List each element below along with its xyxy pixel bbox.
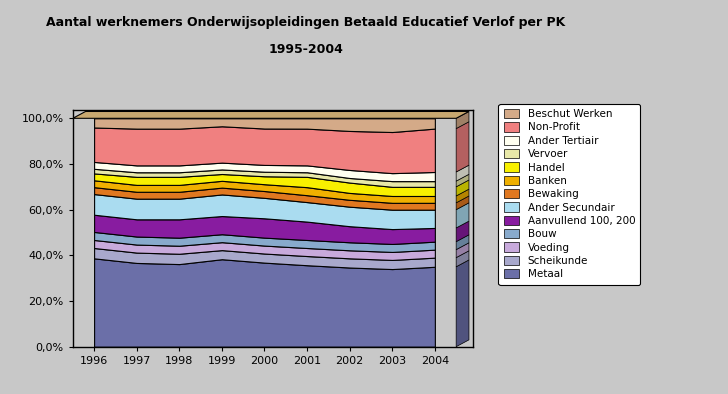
Polygon shape [456, 243, 469, 258]
Polygon shape [456, 196, 469, 210]
Polygon shape [456, 260, 469, 347]
Text: 1995-2004: 1995-2004 [269, 43, 343, 56]
Polygon shape [456, 251, 469, 267]
Text: Aantal werknemers Onderwijsopleidingen Betaald Educatief Verlof per PK: Aantal werknemers Onderwijsopleidingen B… [46, 16, 566, 29]
Polygon shape [456, 122, 469, 172]
Polygon shape [456, 180, 469, 196]
Legend: Beschut Werken, Non-Profit, Ander Tertiair, Vervoer, Handel, Banken, Bewaking, A: Beschut Werken, Non-Profit, Ander Tertia… [499, 104, 641, 284]
Polygon shape [456, 235, 469, 250]
Polygon shape [456, 189, 469, 203]
Polygon shape [456, 112, 469, 128]
Polygon shape [456, 221, 469, 242]
Polygon shape [456, 203, 469, 228]
Polygon shape [456, 174, 469, 187]
Polygon shape [73, 112, 469, 118]
Polygon shape [456, 165, 469, 181]
